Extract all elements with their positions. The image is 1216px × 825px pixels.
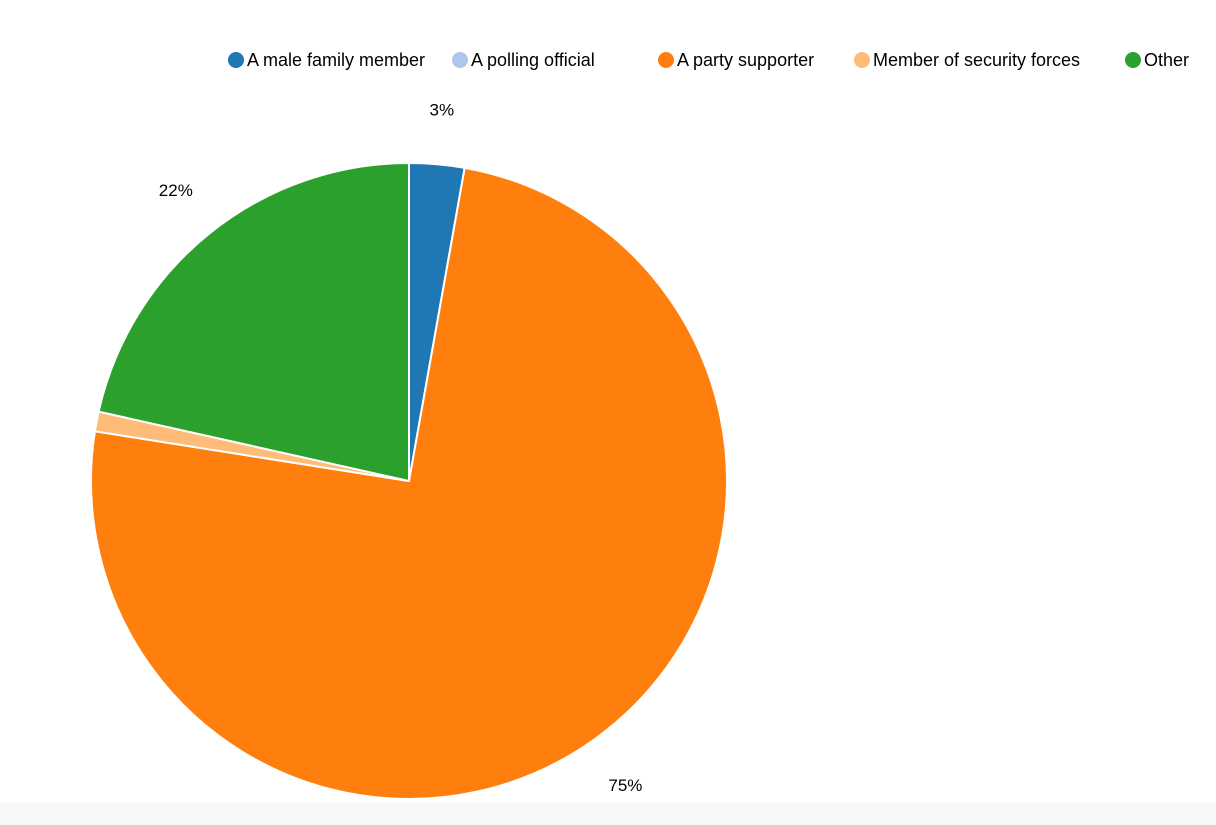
page-footer-strip — [0, 803, 1216, 825]
pie-slices — [90, 161, 729, 800]
legend-label: A polling official — [471, 50, 595, 70]
legend-swatch-icon — [658, 52, 674, 68]
legend-label: A party supporter — [677, 50, 814, 70]
legend-swatch-icon — [854, 52, 870, 68]
pie-label-a-male-family-member: 3% — [430, 100, 455, 119]
legend-label: Member of security forces — [873, 50, 1080, 70]
pie-percentage-labels: 3% 75% 22% — [159, 100, 643, 794]
legend-item-a-polling-official[interactable]: A polling official — [452, 50, 595, 70]
legend-swatch-icon — [1125, 52, 1141, 68]
legend-item-a-party-supporter[interactable]: A party supporter — [658, 50, 814, 70]
pie-slice-a-party-supporter[interactable] — [90, 166, 729, 800]
pie-label-other: 22% — [159, 181, 193, 200]
legend-swatch-icon — [228, 52, 244, 68]
legend-label: Other — [1144, 50, 1189, 70]
chart-legend: A male family member A polling official A … — [228, 50, 1189, 70]
legend-item-other[interactable]: Other — [1125, 50, 1189, 70]
pie-label-a-party-supporter: 75% — [608, 776, 642, 795]
legend-label: A male family member — [247, 50, 425, 70]
legend-swatch-icon — [452, 52, 468, 68]
legend-item-member-of-security-forces[interactable]: Member of security forces — [854, 50, 1080, 70]
pie-slice-other[interactable] — [97, 161, 410, 483]
legend-item-a-male-family-member[interactable]: A male family member — [228, 50, 425, 70]
